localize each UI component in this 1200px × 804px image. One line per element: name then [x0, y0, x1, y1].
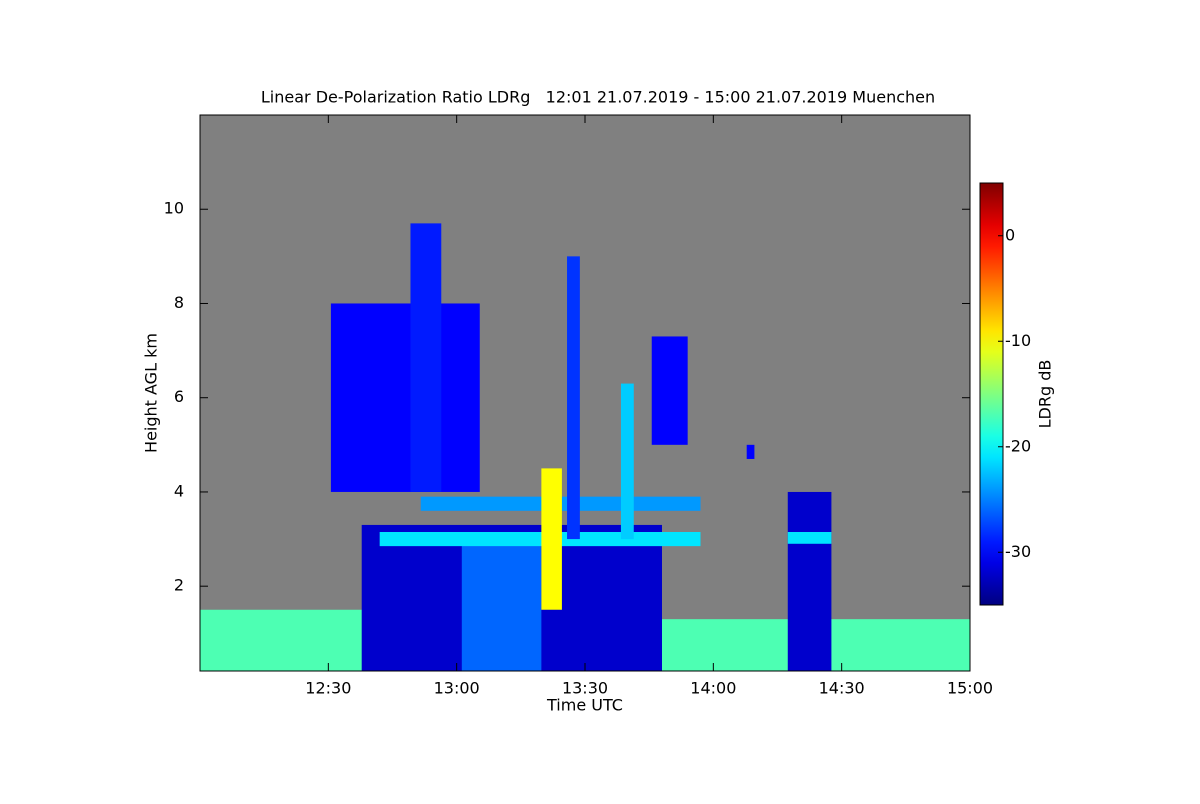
y-tick-label: 6: [174, 387, 184, 406]
data-cell: [787, 532, 832, 544]
colorbar-tick-label: -10: [1005, 331, 1031, 350]
x-tick-label: 14:00: [690, 679, 736, 698]
data-cell: [746, 444, 755, 459]
data-cell: [620, 383, 634, 540]
colorbar-tick-label: 0: [1005, 225, 1015, 244]
chart-title: Linear De-Polarization Ratio LDRg 12:01 …: [261, 88, 935, 107]
x-tick-label: 15:00: [947, 679, 993, 698]
data-cell: [541, 468, 562, 610]
x-tick-label: 14:30: [819, 679, 865, 698]
y-tick-label: 4: [174, 481, 184, 500]
data-cell: [410, 223, 442, 492]
data-cell: [379, 532, 701, 547]
data-cell: [567, 256, 580, 540]
colorbar-tick-label: -20: [1005, 436, 1031, 455]
colorbar: [979, 182, 1004, 606]
colorbar-label: LDRg dB: [1036, 360, 1055, 429]
x-tick-label: 13:30: [562, 679, 608, 698]
x-tick-label: 12:30: [305, 679, 351, 698]
y-tick-label: 10: [164, 199, 184, 218]
colorbar-tick-label: -30: [1005, 542, 1031, 561]
x-axis-label: Time UTC: [546, 696, 623, 715]
data-cell: [330, 303, 480, 492]
data-cell: [787, 491, 832, 671]
y-axis-label: Height AGL km: [142, 333, 161, 453]
y-tick-label: 2: [174, 576, 184, 595]
data-cell: [461, 539, 542, 671]
y-tick-label: 8: [174, 293, 184, 312]
data-cell: [651, 336, 688, 445]
x-tick-label: 13:00: [434, 679, 480, 698]
data-cell: [200, 609, 375, 671]
